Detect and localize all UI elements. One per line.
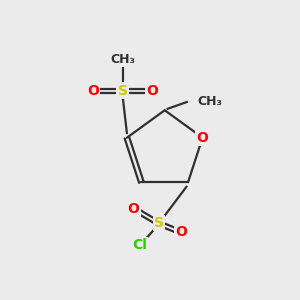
Text: CH₃: CH₃ (110, 53, 135, 66)
Text: O: O (87, 84, 99, 98)
Text: CH₃: CH₃ (197, 95, 222, 108)
Text: S: S (154, 216, 164, 230)
Text: O: O (175, 225, 187, 239)
Text: O: O (196, 131, 208, 145)
Text: S: S (118, 84, 128, 98)
Text: O: O (128, 202, 140, 216)
Text: Cl: Cl (132, 238, 147, 253)
Text: O: O (146, 84, 158, 98)
